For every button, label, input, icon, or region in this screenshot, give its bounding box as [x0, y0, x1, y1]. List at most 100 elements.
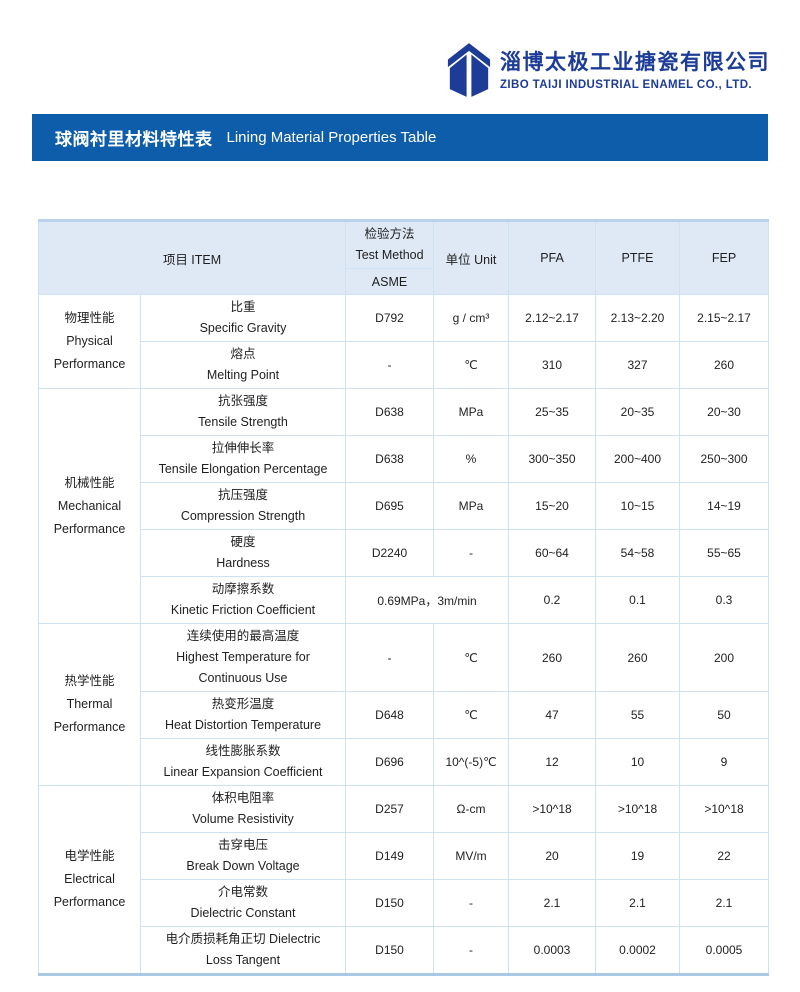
value-pfa: 47	[508, 691, 596, 739]
test-method-cell: D150	[345, 879, 434, 927]
item-name-line: 比重	[230, 300, 256, 314]
value-pfa: 2.12~2.17	[508, 294, 596, 342]
group-name-line: Performance	[53, 895, 126, 909]
item-name-line: Dielectric Constant	[190, 906, 296, 920]
item-name-line: 抗张强度	[217, 394, 268, 408]
test-method-cell: -	[345, 623, 434, 692]
item-name-line: Break Down Voltage	[186, 859, 300, 873]
value-pfa: 2.1	[508, 879, 596, 927]
item-name-line: Loss Tangent	[205, 953, 281, 967]
table-header-row-1: 项目 ITEM 检验方法 Test Method 单位 Unit PFA PTF…	[38, 220, 769, 295]
company-logo-icon	[447, 43, 491, 97]
col-header-pfa: PFA	[508, 220, 596, 295]
item-cell: 击穿电压 Break Down Voltage	[140, 832, 346, 880]
table-row: 热学性能 Thermal Performance 连续使用的最高温度 Highest T…	[38, 623, 769, 786]
value-pfa: 60~64	[508, 529, 596, 577]
table-row: 物理性能 Physical Performance 比重 Specific Gravit…	[38, 294, 769, 389]
table-row: 熔点 Melting Point - ℃ 310 327 260	[39, 341, 769, 389]
item-cell: 熔点 Melting Point	[140, 341, 346, 389]
value-ptfe: 55	[595, 691, 680, 739]
item-name-line: 线性膨胀系数	[205, 744, 281, 758]
group-cell-physical: 物理性能 Physical Performance	[38, 294, 141, 389]
value-fep: 9	[679, 738, 769, 786]
value-ptfe: 2.13~2.20	[595, 294, 680, 342]
company-header: 淄博太极工业搪瓷有限公司 ZIBO TAIJI INDUSTRIAL ENAME…	[0, 0, 800, 100]
item-name-line: 介电常数	[217, 885, 268, 899]
col-header-ptfe: PTFE	[595, 220, 680, 295]
value-ptfe: 260	[595, 623, 680, 692]
col-header-test-method-zh: 检验方法	[364, 227, 415, 241]
value-ptfe: 19	[595, 832, 680, 880]
item-name-line: Tensile Strength	[198, 415, 288, 429]
test-method-cell: D696	[345, 738, 434, 786]
value-pfa: 260	[508, 623, 596, 692]
item-name-line: 熔点	[230, 347, 256, 361]
unit-cell: 10^(-5)℃	[433, 738, 509, 786]
table-row: 电学性能 Electrical Performance 体积电阻率 Volume Res…	[38, 785, 769, 975]
value-fep: 55~65	[679, 529, 769, 577]
test-method-cell: D2240	[345, 529, 434, 577]
section-title-bar: 球阀衬里材料特性表 Lining Material Properties Tab…	[32, 114, 768, 161]
item-name-line: 电介质损耗角正切 Dielectric	[165, 932, 321, 946]
item-cell: 拉伸伸长率 Tensile Elongation Percentage	[140, 435, 346, 483]
table-row: 硬度 Hardness D2240-60~64 54~58 55~65	[39, 529, 769, 577]
item-name-line: Kinetic Friction Coefficient	[170, 603, 316, 617]
unit-cell: MV/m	[433, 832, 509, 880]
value-fep: 250~300	[679, 435, 769, 483]
value-fep: 260	[679, 341, 769, 389]
item-name-line: Linear Expansion Coefficient	[163, 765, 323, 779]
value-ptfe: 20~35	[595, 388, 680, 436]
group-name-line: Performance	[53, 720, 126, 734]
item-cell: 体积电阻率 Volume Resistivity	[140, 785, 346, 833]
group-name-line: 热学性能	[64, 674, 115, 688]
item-name-line: 体积电阻率	[211, 791, 275, 805]
section-title-zh: 球阀衬里材料特性表	[55, 130, 213, 149]
item-name-line: Heat Distortion Temperature	[164, 718, 322, 732]
unit-cell: ℃	[433, 623, 509, 692]
table-row: 动摩擦系数 Kinetic Friction Coefficient 0.69MPa…	[39, 576, 769, 624]
company-name-zh: 淄博太极工业搪瓷有限公司	[500, 50, 770, 74]
value-fep: 0.3	[679, 576, 769, 624]
col-header-unit: 单位 Unit	[433, 220, 509, 295]
value-ptfe: 54~58	[595, 529, 680, 577]
brand-block: 淄博太极工业搪瓷有限公司 ZIBO TAIJI INDUSTRIAL ENAME…	[0, 0, 800, 100]
value-pfa: 310	[508, 341, 596, 389]
unit-cell: -	[433, 529, 509, 577]
item-name-line: Compression Strength	[180, 509, 306, 523]
group-name-line: Physical	[66, 334, 113, 348]
col-header-asme: ASME	[345, 268, 434, 295]
item-name-line: Highest Temperature for	[176, 650, 310, 664]
value-pfa: 20	[508, 832, 596, 880]
item-name-line: 硬度	[230, 535, 256, 549]
value-ptfe: 327	[595, 341, 680, 389]
value-ptfe: 0.0002	[595, 926, 680, 975]
item-name-line: Melting Point	[206, 368, 280, 382]
value-fep: 20~30	[679, 388, 769, 436]
group-cell-thermal: 热学性能 Thermal Performance	[38, 623, 141, 786]
table-row: 介电常数 Dielectric Constant D150-2.1 2.1 2.1	[39, 879, 769, 927]
item-cell: 硬度 Hardness	[140, 529, 346, 577]
group-name-line: 物理性能	[64, 311, 115, 325]
group-name-line: Electrical	[64, 872, 115, 886]
unit-cell: ℃	[433, 691, 509, 739]
value-ptfe: >10^18	[595, 785, 680, 833]
item-cell: 连续使用的最高温度 Highest Temperature for Continuo…	[140, 623, 346, 692]
test-method-cell: D695	[345, 482, 434, 530]
item-name-line: Continuous Use	[198, 671, 288, 685]
item-name-line: Specific Gravity	[199, 321, 287, 335]
value-fep: 14~19	[679, 482, 769, 530]
item-cell: 线性膨胀系数 Linear Expansion Coefficient	[140, 738, 346, 786]
group-cell-electrical: 电学性能 Electrical Performance	[38, 785, 141, 975]
unit-cell: Ω-cm	[433, 785, 509, 833]
value-pfa: 15~20	[508, 482, 596, 530]
test-method-cell: D150	[345, 926, 434, 975]
test-method-cell: D149	[345, 832, 434, 880]
group-name-line: Performance	[53, 357, 126, 371]
item-name-line: Tensile Elongation Percentage	[158, 462, 328, 476]
value-pfa: >10^18	[508, 785, 596, 833]
item-cell: 电介质损耗角正切 Dielectric Loss Tangent	[140, 926, 346, 975]
test-method-cell: -	[345, 341, 434, 389]
value-fep: 22	[679, 832, 769, 880]
unit-cell: g / cm³	[433, 294, 509, 342]
value-fep: 2.15~2.17	[679, 294, 769, 342]
